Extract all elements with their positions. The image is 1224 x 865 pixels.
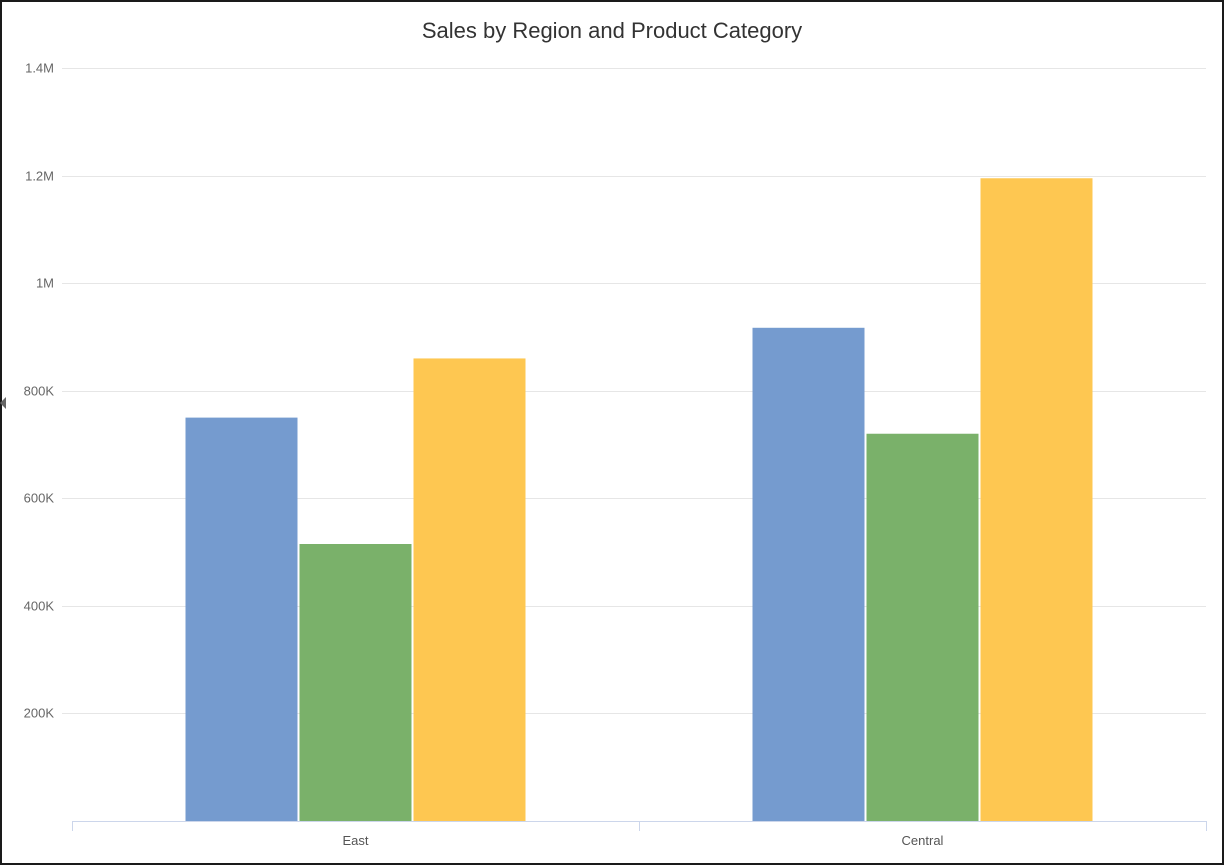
y-tick-label: 400K <box>24 599 55 614</box>
bar[interactable] <box>185 417 298 821</box>
y-tick-label: 600K <box>24 491 55 506</box>
y-axis-ticks: 200K 400K 600K 800K 1M 1.2M 1.4M <box>24 61 55 721</box>
bars <box>185 178 1093 821</box>
y-tick-label: 1M <box>36 276 54 291</box>
x-axis: East Central <box>72 821 1207 848</box>
bar[interactable] <box>299 544 412 821</box>
bar[interactable] <box>980 178 1093 821</box>
bar[interactable] <box>866 433 979 821</box>
y-tick-label: 1.2M <box>25 169 54 184</box>
bar[interactable] <box>752 327 865 821</box>
y-tick-label: 1.4M <box>25 61 54 76</box>
x-tick-label: Central <box>902 833 944 848</box>
bar[interactable] <box>413 358 526 821</box>
y-tick-label: 800K <box>24 384 55 399</box>
chart-title: Sales by Region and Product Category <box>421 18 803 43</box>
collapse-handle-icon[interactable] <box>0 397 6 409</box>
x-tick-label: East <box>342 833 368 848</box>
y-tick-label: 200K <box>24 706 55 721</box>
